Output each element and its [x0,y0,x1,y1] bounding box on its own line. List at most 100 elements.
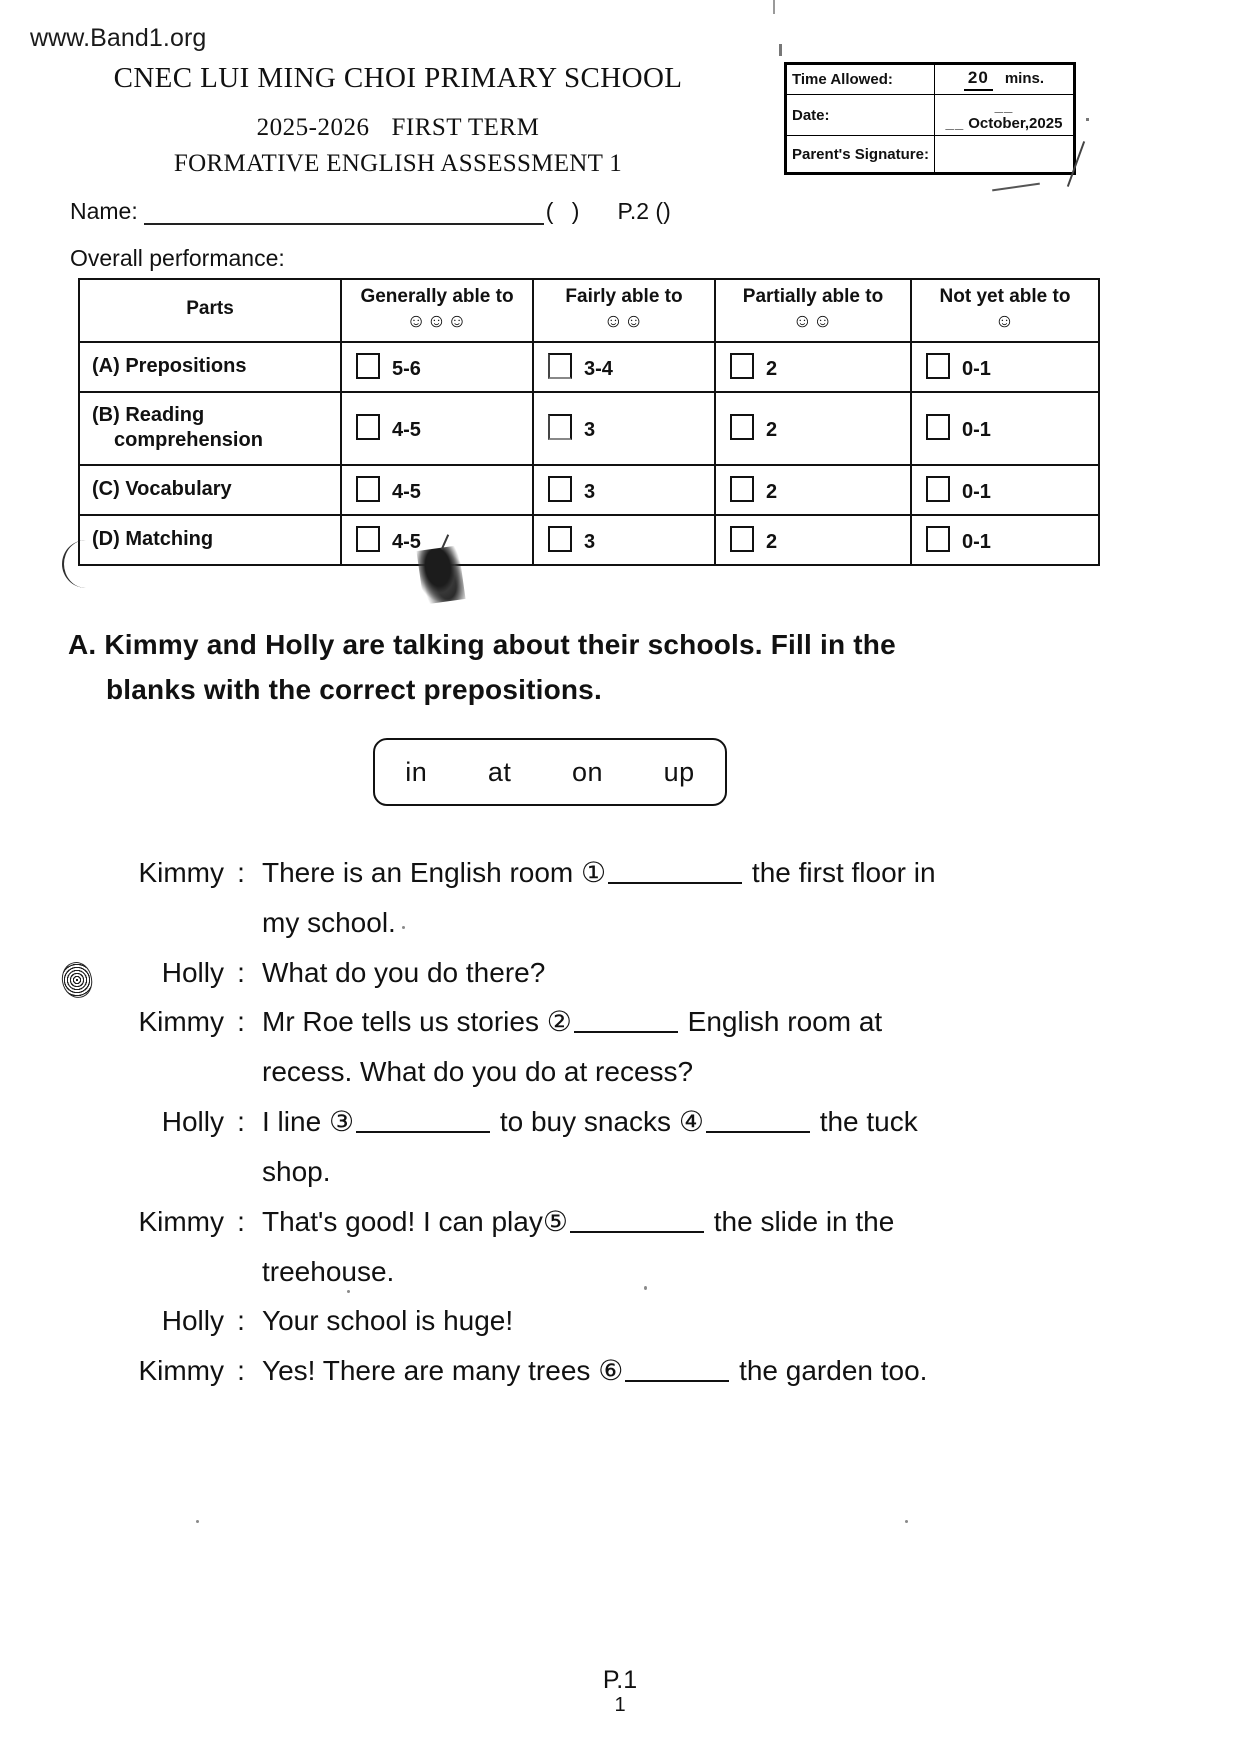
checkbox-icon[interactable] [356,475,380,502]
score-range-label: 2 [766,480,778,503]
checkbox-icon[interactable] [548,475,572,502]
col-header-not-yet: Not yet able to ☺ [910,278,1100,343]
word-bank-item-up[interactable]: up [663,756,695,787]
dialogue-speaker: Kimmy [138,1006,224,1038]
dialogue-utterance: Your school is huge! [258,1296,1082,1346]
score-option-b-partially[interactable]: 2 [714,390,912,466]
checkbox-icon[interactable] [356,352,380,379]
score-option-d-generally[interactable]: 4-5 [340,513,534,566]
score-option-d-partially[interactable]: 2 [714,513,912,566]
col-header-generally: Generally able to ☺☺☺ [340,278,534,343]
checkbox-icon[interactable] [926,525,950,552]
score-option-d-fairly[interactable]: 3 [532,513,716,566]
word-bank-item-on[interactable]: on [571,756,604,787]
score-range-label: 2 [766,357,778,380]
dialogue-speaker: Kimmy [138,857,224,888]
col-header-fairly-label: Fairly able to [565,286,683,307]
col-header-parts: Parts [78,278,342,343]
score-range-label: 3 [584,480,596,503]
col-header-fairly: Fairly able to ☺☺ [532,278,716,343]
checkbox-icon[interactable] [730,414,754,441]
score-range-label: 4-5 [392,530,421,553]
blank-number-marker: ⑤ [542,1205,568,1237]
answer-blank[interactable] [705,1105,810,1134]
dialogue-utterance: Yes! There are many trees ⑥ the garden t… [258,1346,1082,1396]
dialogue-text: Yes! There are many trees [262,1355,599,1387]
dialogue-text: Mr Roe tells us stories [262,1006,547,1038]
dialogue-continuation-text: recess. What do you do at recess? [262,1056,694,1088]
checkbox-icon[interactable] [926,475,950,502]
score-range-label: 2 [766,530,778,553]
checkbox-icon[interactable] [548,414,572,441]
score-option-a-partially[interactable]: 2 [714,340,912,393]
site-watermark: www.Band1.org [30,24,207,52]
col-header-partially-label: Partially able to [742,286,884,307]
fingerprint-smudge-artifact [59,959,95,1001]
answer-blank[interactable] [569,1204,704,1233]
page-footer: P.1 [602,1666,638,1694]
blank-number-marker: ③ [328,1106,355,1138]
answer-blank[interactable] [625,1354,730,1383]
answer-blank[interactable] [356,1105,491,1134]
page-label-close: ) [663,198,685,224]
checkbox-icon[interactable] [356,414,380,441]
score-option-a-generally[interactable]: 5-6 [340,340,534,393]
term-heading: 2025-2026 FIRST TERM [88,114,708,142]
score-option-c-fairly[interactable]: 3 [532,463,716,516]
checkbox-icon[interactable] [548,525,572,552]
name-label: Name: [70,198,138,224]
checkbox-icon[interactable] [730,525,754,552]
dialogue-continuation-line: treehouse. [92,1247,1082,1297]
class-number-paren[interactable]: ( ) [545,198,586,224]
score-option-b-not-yet[interactable]: 0-1 [910,390,1100,466]
score-option-a-fairly[interactable]: 3-4 [532,340,716,393]
table-row: (C) Vocabulary 4-5 3 2 0-1 [78,463,1100,516]
col-header-not-yet-label: Not yet able to [939,286,1071,307]
score-option-a-not-yet[interactable]: 0-1 [910,340,1100,393]
checkbox-icon[interactable] [548,352,572,379]
page-curl-artifact [62,540,90,588]
checkbox-icon[interactable] [356,525,380,552]
dialogue-speaker: Kimmy [138,1355,224,1387]
dialogue-speaker: Holly [161,1305,224,1337]
checkbox-icon[interactable] [730,475,754,502]
dialogue-text: Your school is huge! [262,1305,514,1337]
time-allowed-value-cell: 20 mins. [933,64,1075,95]
part-name-d-line1: (D) Matching [92,528,214,551]
dialogue-continuation-text: shop. [262,1155,331,1187]
exam-info-box: Time Allowed: 20 mins. Date: __ __ October… [784,62,1076,175]
score-range-label: 3-4 [584,357,613,380]
date-value-cell: __ __ October,2025 [933,94,1075,136]
scan-speck [905,1520,908,1523]
score-option-c-partially[interactable]: 2 [714,463,912,516]
dialogue-line: Kimmy: Yes! There are many trees ⑥ the ga… [92,1346,1082,1396]
scan-artifact-dot-1 [779,44,782,56]
score-option-c-generally[interactable]: 4-5 [340,463,534,516]
score-option-d-not-yet[interactable]: 0-1 [910,513,1100,566]
answer-blank[interactable] [573,1005,678,1034]
dialogue-utterance: I line ③ to buy snacks ④ the tuck [258,1097,1082,1147]
parent-signature-row: Parent's Signature: [786,135,1075,173]
scan-speck [347,1290,350,1293]
dialogue-colon: : [237,857,245,888]
score-option-c-not-yet[interactable]: 0-1 [910,463,1100,516]
scan-artifact-dash [992,182,1040,192]
scan-speck [196,1520,199,1523]
checkbox-icon[interactable] [926,414,950,441]
checkbox-icon[interactable] [730,352,754,379]
name-input-line[interactable] [143,203,544,225]
scan-artifact-tick [773,0,775,14]
part-name-b-line1: (B) Reading [92,403,205,426]
dialogue-text: What do you do there? [262,956,546,988]
parent-signature-field[interactable] [933,135,1075,173]
score-option-b-generally[interactable]: 4-5 [340,390,534,466]
date-value: October,2025 [968,115,1063,132]
score-option-b-fairly[interactable]: 3 [532,390,716,466]
word-bank-item-at[interactable]: at [487,756,512,787]
score-range-label: 0-1 [962,480,991,503]
score-range-label: 5-6 [392,357,421,380]
dialogue-utterance: There is an English room ① the first flo… [258,848,1082,898]
answer-blank[interactable] [608,855,743,884]
checkbox-icon[interactable] [926,352,950,379]
word-bank-item-in[interactable]: in [405,756,428,787]
